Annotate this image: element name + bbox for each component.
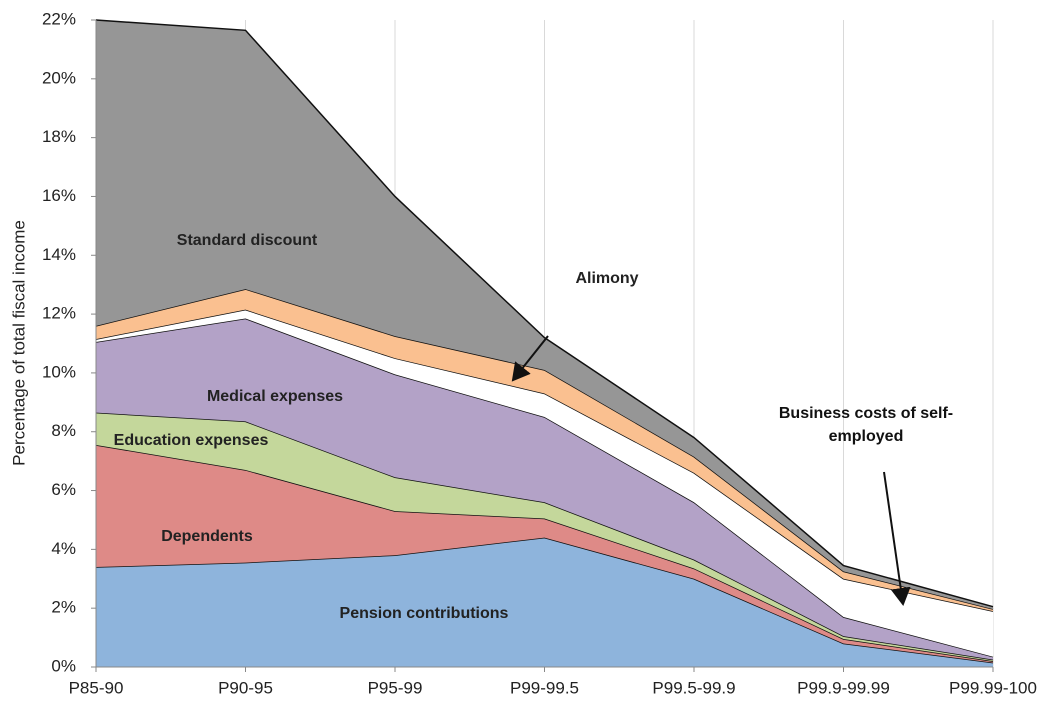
y-tick-label: 2% [51,598,76,617]
y-tick-label: 16% [42,186,76,205]
area [96,444,993,663]
x-tick-label: P90-95 [218,678,273,697]
area [96,537,993,667]
area [96,318,993,660]
series-label: Pension contributions [340,605,509,622]
x-tick-label: P99.5-99.9 [652,678,735,697]
y-tick-label: 12% [42,304,76,323]
series-label: Dependents [161,528,253,545]
x-tick-label: P95-99 [368,678,423,697]
series-label: Education expenses [114,432,269,449]
y-tick-label: 8% [51,421,76,440]
series-label: Business costs of self-employed [778,405,954,445]
y-axis-label: Percentage of total fiscal income [9,220,28,466]
y-tick-label: 14% [42,245,76,264]
y-tick-label: 0% [51,656,76,675]
series-label: Standard discount [177,232,318,249]
y-tick-label: 10% [42,362,76,381]
area [96,309,993,657]
y-tick-label: 22% [42,9,76,28]
series-label: Alimony [575,270,638,287]
area [96,289,993,612]
arrow [511,335,549,382]
y-tick-label: 18% [42,127,76,146]
x-tick-label: P99-99.5 [510,678,579,697]
x-tick-label: P85-90 [69,678,124,697]
x-tick-label: P99.9-99.99 [797,678,890,697]
x-tick-label: P99.99-100 [949,678,1037,697]
area-edge [95,19,994,608]
y-tick-label: 20% [42,68,76,87]
y-tick-label: 4% [51,539,76,558]
y-tick-label: 6% [51,480,76,499]
area [96,20,993,610]
area [96,412,993,662]
series-label: Medical expenses [207,388,343,405]
arrow [883,471,911,606]
